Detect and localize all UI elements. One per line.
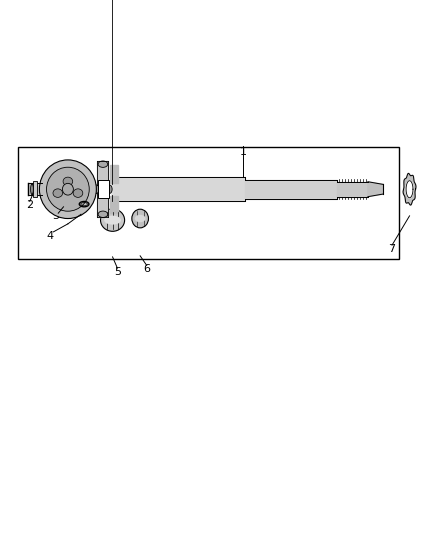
Text: 1: 1 [240,147,247,157]
Polygon shape [97,161,109,185]
Text: 2: 2 [26,200,33,210]
Polygon shape [368,182,383,197]
Ellipse shape [73,189,83,197]
Bar [18,147,399,259]
Polygon shape [403,173,416,205]
Polygon shape [110,165,118,183]
Ellipse shape [132,209,148,228]
Ellipse shape [63,177,73,185]
Text: 6: 6 [143,264,150,274]
Ellipse shape [46,167,89,211]
Ellipse shape [98,211,108,217]
Ellipse shape [94,185,99,193]
Polygon shape [97,193,109,217]
Ellipse shape [62,183,73,195]
Ellipse shape [31,184,33,195]
Ellipse shape [104,216,121,224]
Ellipse shape [39,160,96,219]
Ellipse shape [100,209,124,231]
Text: 5: 5 [114,267,121,277]
Ellipse shape [107,185,112,193]
Ellipse shape [99,184,107,194]
Text: 4: 4 [47,231,54,240]
Bar [33,181,37,197]
Polygon shape [110,196,118,213]
Ellipse shape [135,215,145,222]
Text: 7: 7 [389,244,396,254]
Bar [98,180,109,198]
Polygon shape [406,181,413,198]
Ellipse shape [53,189,63,197]
Ellipse shape [98,161,108,167]
Text: 3: 3 [53,211,60,221]
